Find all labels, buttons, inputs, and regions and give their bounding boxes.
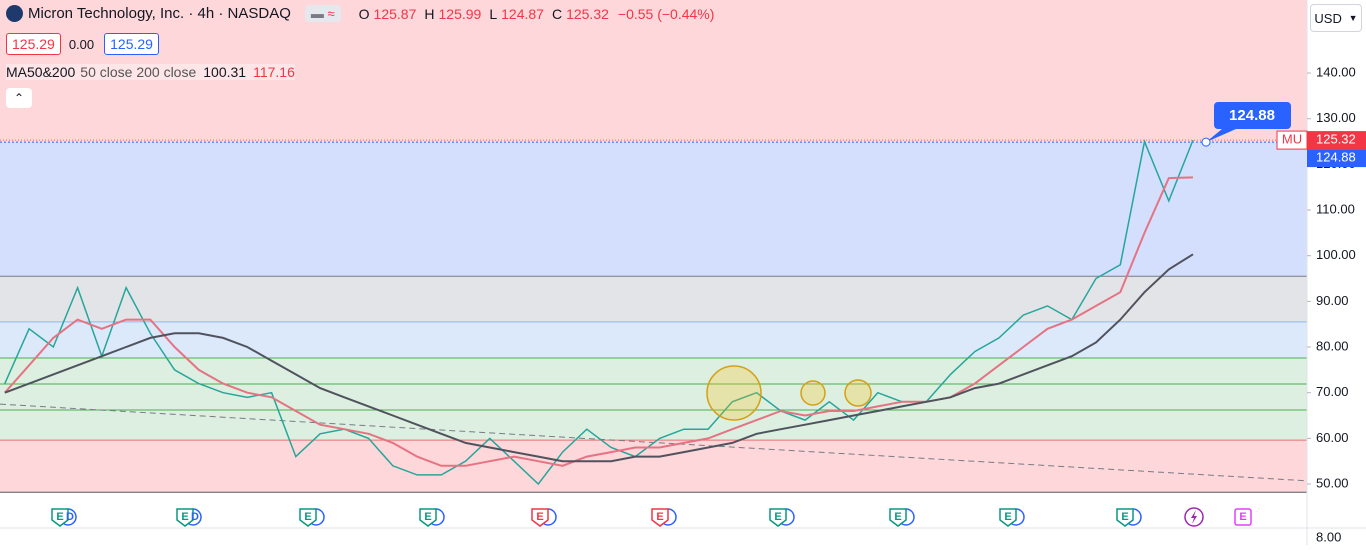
ask[interactable]: 125.29 bbox=[104, 33, 159, 55]
event-label: D bbox=[66, 511, 74, 523]
currency-button[interactable]: USD ▼ bbox=[1310, 4, 1362, 32]
event-badge bbox=[51, 508, 69, 527]
zone bbox=[0, 321, 1307, 358]
event-label: E bbox=[56, 511, 63, 523]
event-badge bbox=[769, 508, 787, 527]
event-label: E bbox=[181, 511, 188, 523]
moving-average bbox=[4, 253, 1194, 463]
event-label: D bbox=[191, 511, 199, 523]
quote-row: 125.29 0.00 125.29 bbox=[6, 33, 167, 55]
price-line-series bbox=[4, 139, 1194, 486]
event-label: E bbox=[894, 511, 901, 523]
collapse-button[interactable]: ⌃ bbox=[6, 88, 32, 108]
ohlc-value: 125.32 bbox=[566, 5, 609, 22]
y-tick-label: 50.00 bbox=[1316, 475, 1349, 490]
price-axis bbox=[1307, 0, 1366, 545]
event-badge bbox=[999, 508, 1017, 527]
event-label: E bbox=[536, 511, 543, 523]
ohlc-value: 125.87 bbox=[373, 5, 417, 22]
bid[interactable]: 125.29 bbox=[6, 33, 61, 55]
y-tick-label: 140.00 bbox=[1316, 64, 1356, 79]
event-label: E bbox=[1121, 511, 1128, 523]
y-tick-label: 100.00 bbox=[1316, 247, 1356, 262]
annotation-circle bbox=[706, 365, 762, 421]
event-badge bbox=[651, 508, 669, 527]
ohlc: O 125.87 H 125.99 L 124.87 C 125.32 bbox=[359, 6, 613, 22]
alert-tag-label: 124.88 bbox=[1316, 150, 1356, 165]
symbol-tag-label: MU bbox=[1282, 132, 1302, 147]
event-badge bbox=[419, 508, 437, 527]
alert-callout bbox=[1214, 102, 1291, 129]
y-tick-label: 130.00 bbox=[1316, 110, 1356, 125]
alert-handle bbox=[1201, 137, 1211, 147]
price-tag-label: 125.32 bbox=[1316, 132, 1356, 147]
lower-pane-tick: 8.00 bbox=[1316, 529, 1341, 544]
moving-average bbox=[4, 176, 1194, 467]
alert-callout-label: 124.88 bbox=[1229, 107, 1275, 124]
zone bbox=[0, 142, 1307, 277]
ohlc-key: C bbox=[551, 5, 563, 22]
indicator-params: 50 close 200 close bbox=[80, 64, 197, 80]
event-badge bbox=[1234, 508, 1252, 526]
event-label: E bbox=[424, 511, 431, 523]
event-badge bbox=[531, 508, 549, 527]
zone bbox=[0, 0, 1307, 143]
y-tick-label: 90.00 bbox=[1316, 293, 1349, 308]
y-tick-label: 60.00 bbox=[1316, 430, 1349, 445]
ohlc-value: 125.99 bbox=[438, 5, 482, 22]
logo bbox=[6, 5, 23, 22]
ohlc-key: L bbox=[489, 5, 498, 22]
legend-row: Micron Technology, Inc. · 4h · NASDAQ ▬ … bbox=[6, 5, 714, 22]
lightning bbox=[1191, 510, 1197, 524]
alert-tag bbox=[1307, 149, 1366, 168]
event-label: E bbox=[656, 511, 663, 523]
ohlc-key: H bbox=[424, 5, 435, 22]
event-badge bbox=[176, 508, 194, 527]
indicator-value: 100.31 bbox=[203, 64, 247, 80]
indicator-row: MA50&200 50 close 200 close 100.31 117.1… bbox=[6, 64, 295, 80]
event-label: E bbox=[774, 511, 781, 523]
indicator-name: MA50&200 bbox=[6, 64, 76, 80]
alert-pointer bbox=[1206, 129, 1236, 143]
event-badge bbox=[299, 508, 317, 527]
chevron: ▼ bbox=[1348, 13, 1358, 23]
zone bbox=[0, 276, 1307, 322]
ohlc-key: O bbox=[358, 5, 370, 22]
y-tick-label: 80.00 bbox=[1316, 338, 1349, 353]
event-label: E bbox=[1004, 511, 1011, 523]
symbol-title: Micron Technology, Inc. · 4h · NASDAQ bbox=[28, 5, 291, 22]
annotation-circle bbox=[800, 380, 826, 406]
event-badge bbox=[889, 508, 907, 527]
spread: 0.00 bbox=[68, 36, 95, 52]
currency: USD bbox=[1314, 10, 1342, 26]
change: −0.55 (−0.44%) bbox=[617, 5, 715, 22]
event-label: E bbox=[1239, 511, 1246, 523]
toggle-button[interactable]: ▬ ≈ bbox=[304, 5, 341, 22]
y-tick-label: 110.00 bbox=[1316, 201, 1355, 216]
zone bbox=[0, 357, 1307, 441]
price-tag bbox=[1307, 131, 1366, 150]
ohlc-value: 124.87 bbox=[501, 5, 544, 22]
zone bbox=[0, 440, 1307, 493]
event-label: E bbox=[304, 511, 311, 523]
y-tick-label: 70.00 bbox=[1316, 384, 1349, 399]
event-badge bbox=[1116, 508, 1134, 527]
annotation-circle bbox=[844, 379, 872, 407]
indicator-value: 117.16 bbox=[253, 64, 295, 80]
